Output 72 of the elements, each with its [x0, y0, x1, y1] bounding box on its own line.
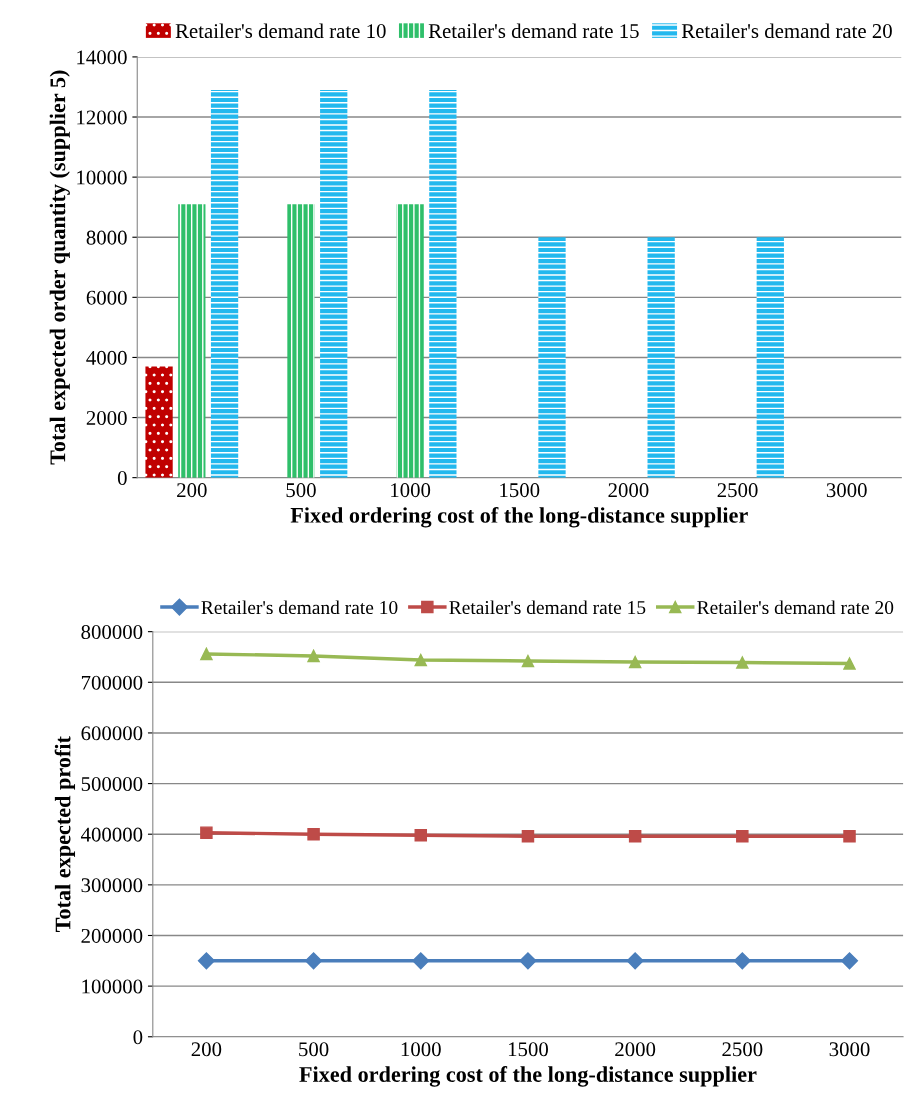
point: [307, 649, 320, 663]
y-tick-label: 4000: [86, 350, 127, 365]
legend-label: Retailer's demand rate 15: [449, 600, 646, 615]
x-tick-label: 2000: [615, 1042, 656, 1057]
point: [197, 952, 215, 970]
bar: [396, 204, 424, 478]
point: [626, 952, 644, 970]
x-tick-label: 2500: [722, 1042, 763, 1057]
y-tick-label: 2000: [86, 410, 127, 425]
y-tick-label: 400000: [80, 827, 143, 842]
y-tick-label: 800000: [81, 625, 143, 640]
point: [414, 828, 428, 842]
y-axis-title: Total expected order quantity (supplier 5): [49, 70, 70, 465]
point: [305, 952, 323, 970]
x-tick-label: 1500: [508, 1042, 548, 1057]
point: [628, 655, 642, 669]
y-axis-title: Total expected profit: [54, 736, 76, 933]
point: [843, 657, 856, 670]
point: [628, 829, 642, 843]
y-tick-label: 8000: [86, 230, 127, 245]
bar: [287, 204, 315, 478]
x-tick-label: 200: [191, 1042, 222, 1057]
x-tick-label: 1500: [500, 483, 540, 498]
point: [733, 952, 751, 970]
bar: [145, 366, 173, 478]
y-tick-label: 700000: [81, 675, 143, 690]
y-tick-label: 100000: [82, 979, 143, 994]
point: [307, 827, 320, 841]
x-tick-label: 2000: [608, 483, 649, 498]
y-tick-label: 0: [117, 471, 127, 486]
point: [412, 952, 430, 970]
legend-label: Retailer's demand rate 20: [697, 600, 894, 615]
bar: [647, 237, 675, 478]
legend-label: Retailer's demand rate 15: [428, 23, 639, 39]
y-tick-label: 300000: [81, 878, 143, 893]
point: [521, 654, 535, 668]
point: [736, 656, 749, 669]
x-tick-label: 3000: [829, 1042, 870, 1057]
y-tick-label: 10000: [77, 170, 127, 185]
bar: [756, 237, 784, 478]
x-tick-label: 1000: [401, 1042, 441, 1057]
point: [521, 829, 535, 843]
point: [414, 653, 428, 667]
y-tick-label: 12000: [77, 110, 127, 125]
y-tick-label: 200000: [81, 928, 143, 943]
point: [200, 647, 213, 661]
x-tick-label: 500: [299, 1042, 329, 1057]
x-tick-label: 1000: [391, 483, 431, 498]
bar: [320, 89, 348, 478]
x-tick-label: 500: [286, 483, 316, 498]
x-tick-label: 3000: [826, 483, 867, 498]
x-tick-label: 2500: [717, 483, 758, 498]
legend-label: Retailer's demand rate 10: [175, 23, 386, 39]
y-tick-label: 6000: [86, 290, 127, 305]
bar: [429, 89, 457, 478]
x-axis-title: Fixed ordering cost of the long-distance supplier: [290, 506, 748, 528]
bar: [178, 204, 206, 478]
point: [736, 829, 749, 843]
point: [843, 829, 856, 843]
x-tick-label: 200: [177, 483, 207, 498]
y-tick-label: 14000: [77, 50, 127, 65]
point: [519, 952, 537, 970]
point: [200, 826, 213, 839]
point: [840, 952, 859, 970]
y-tick-label: 0: [133, 1030, 143, 1045]
y-tick-label: 500000: [81, 776, 143, 791]
legend-label: Retailer's demand rate 10: [201, 600, 398, 615]
bar: [210, 89, 239, 478]
bar: [538, 237, 566, 478]
x-axis-title: Fixed ordering cost of the long-distance supplier: [299, 1066, 757, 1087]
legend-label: Retailer's demand rate 20: [681, 23, 892, 39]
y-tick-label: 600000: [81, 726, 143, 741]
